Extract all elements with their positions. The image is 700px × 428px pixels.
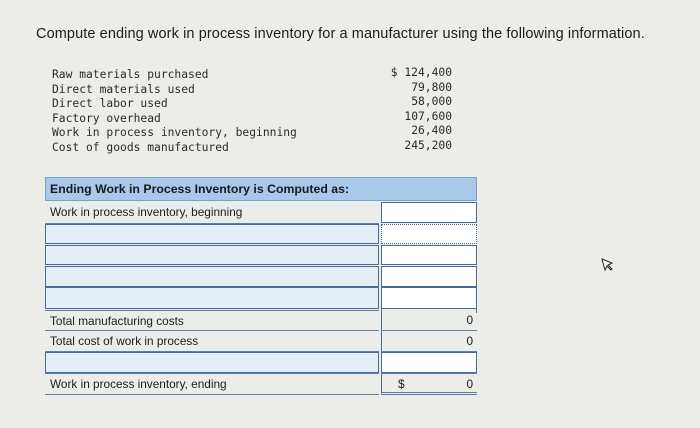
total-mfg-costs-value: 0 [381,310,477,331]
given-label: Work in process inventory, beginning [52,126,297,140]
table-row [45,224,477,245]
given-label: Factory overhead [52,111,161,125]
question-text: Compute ending work in process inventory… [36,26,645,42]
given-value: 79,800 [411,80,452,94]
cost-item-value-input[interactable] [381,224,477,244]
wip-ending-amount: 0 [466,377,473,391]
given-label: Direct labor used [52,97,168,111]
cost-item-label-input[interactable] [45,287,379,309]
given-values: $ 124,400 79,800 58,000 107,600 26,400 2… [380,66,452,154]
wip-beginning-label: Work in process inventory, beginning [45,201,379,224]
total-cost-wip-label: Total cost of work in process [45,331,379,352]
cost-item-label-input[interactable] [45,224,379,244]
given-labels: Raw materials purchased Direct materials… [52,68,297,156]
cost-item-label-input[interactable] [45,245,379,265]
given-value: 58,000 [411,95,452,109]
wip-computation-table: Ending Work in Process Inventory is Comp… [45,177,477,397]
given-value: 245,200 [404,138,452,152]
table-row [45,352,477,373]
total-cost-wip-value: 0 [381,331,477,352]
table-header: Ending Work in Process Inventory is Comp… [45,177,477,201]
table-row: Work in process inventory, beginning [45,201,477,224]
cost-item-label-input[interactable] [45,266,379,287]
table-row [45,266,477,287]
given-value: $ 124,400 [390,66,452,79]
table-row: Total cost of work in process 0 [45,331,477,352]
mouse-pointer-icon [601,258,615,277]
cost-item-value-input[interactable] [381,266,477,287]
given-value: 107,600 [404,109,452,123]
wip-beginning-input[interactable] [381,202,477,223]
table-row [45,287,477,309]
wip-ending-value: $ 0 [381,373,477,395]
currency-symbol: $ [398,377,405,391]
cost-item-value-input[interactable] [381,352,477,373]
table-row: Work in process inventory, ending $ 0 [45,373,477,395]
given-label: Direct materials used [52,82,195,96]
wip-ending-label: Work in process inventory, ending [45,373,379,395]
cost-item-value-input[interactable] [381,245,477,265]
cost-item-value-input[interactable] [381,287,477,309]
table-row [45,245,477,265]
given-label: Cost of goods manufactured [52,140,229,154]
given-value: 26,400 [411,124,452,138]
given-label: Raw materials purchased [52,68,209,81]
total-mfg-costs-label: Total manufacturing costs [45,310,379,331]
table-row: Total manufacturing costs 0 [45,310,477,331]
cost-item-label-input[interactable] [45,352,379,373]
